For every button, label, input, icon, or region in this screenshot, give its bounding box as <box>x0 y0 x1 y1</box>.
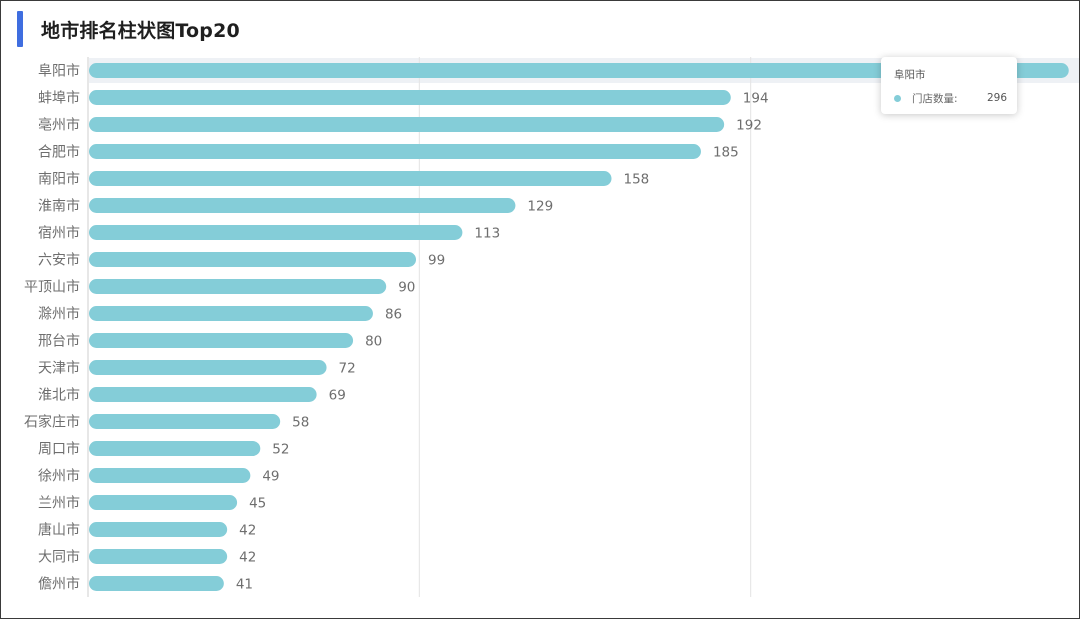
bar-value-label: 129 <box>527 199 553 215</box>
y-tick-label: 滁州市 <box>38 306 80 323</box>
y-tick-label: 合肥市 <box>38 144 80 161</box>
y-tick-label: 儋州市 <box>38 576 80 593</box>
bar <box>89 333 354 348</box>
bar-value-label: 42 <box>239 550 256 566</box>
bar-value-label: 42 <box>239 523 256 539</box>
bar <box>89 117 725 132</box>
chart-title: 地市排名柱状图Top20 <box>41 19 240 42</box>
title-accent-bar <box>17 11 23 47</box>
bar <box>89 279 387 294</box>
y-tick-label: 亳州市 <box>38 117 80 134</box>
y-tick-label: 大同市 <box>38 549 80 566</box>
y-tick-label: 石家庄市 <box>24 414 80 431</box>
bar-value-label: 158 <box>624 172 650 188</box>
bar <box>89 171 612 186</box>
y-tick-label: 兰州市 <box>38 495 80 512</box>
bar-value-label: 86 <box>385 307 402 323</box>
y-tick-label: 周口市 <box>38 441 80 458</box>
bar-value-label: 99 <box>428 253 445 269</box>
tooltip-title: 阜阳市 <box>894 69 926 81</box>
bar-value-label: 58 <box>292 415 309 431</box>
y-tick-label: 天津市 <box>38 360 80 377</box>
bar-value-label: 194 <box>743 91 769 107</box>
y-tick-label: 邢台市 <box>38 333 80 350</box>
bar <box>89 360 327 375</box>
y-tick-label: 平顶山市 <box>24 279 80 296</box>
tooltip-series-label: 门店数量: <box>912 92 958 105</box>
bar <box>89 495 238 510</box>
chart-tooltip: 阜阳市 门店数量: 296 <box>881 57 1017 114</box>
bar-value-label: 192 <box>736 118 762 134</box>
y-tick-label: 宿州市 <box>38 225 80 242</box>
bar <box>89 306 373 321</box>
bar-value-label: 185 <box>713 145 739 161</box>
bar <box>89 252 417 267</box>
bar <box>89 387 317 402</box>
bar <box>89 549 228 564</box>
bar <box>89 468 251 483</box>
bar-value-label: 90 <box>398 280 415 296</box>
bar <box>89 414 281 429</box>
bar <box>89 63 1069 78</box>
bar-value-label: 72 <box>339 361 356 377</box>
y-tick-label: 淮南市 <box>38 198 80 215</box>
tooltip-value: 296 <box>986 92 1007 104</box>
bar-value-label: 41 <box>236 577 253 593</box>
y-tick-label: 淮北市 <box>38 387 80 404</box>
bar <box>89 576 224 591</box>
bar <box>89 441 261 456</box>
bar <box>89 198 516 213</box>
y-tick-label: 蚌埠市 <box>38 90 80 107</box>
bar <box>89 225 463 240</box>
bar-value-label: 52 <box>272 442 289 458</box>
bar <box>89 90 731 105</box>
bar-value-label: 80 <box>365 334 382 350</box>
tooltip-series-dot-icon <box>894 94 901 102</box>
tooltip-row: 门店数量: 296 <box>894 91 1007 105</box>
y-tick-label: 唐山市 <box>38 522 80 539</box>
bar <box>89 522 228 537</box>
bar-value-label: 49 <box>262 469 279 485</box>
y-tick-label: 徐州市 <box>38 468 80 485</box>
y-tick-label: 南阳市 <box>38 171 80 188</box>
bar-value-label: 45 <box>249 496 266 512</box>
bar-value-label: 113 <box>474 226 500 242</box>
y-tick-label: 六安市 <box>38 252 80 269</box>
bar-value-label: 69 <box>329 388 346 404</box>
bar <box>89 144 701 159</box>
chart-header: 地市排名柱状图Top20 <box>17 11 240 47</box>
y-tick-label: 阜阳市 <box>38 63 80 80</box>
